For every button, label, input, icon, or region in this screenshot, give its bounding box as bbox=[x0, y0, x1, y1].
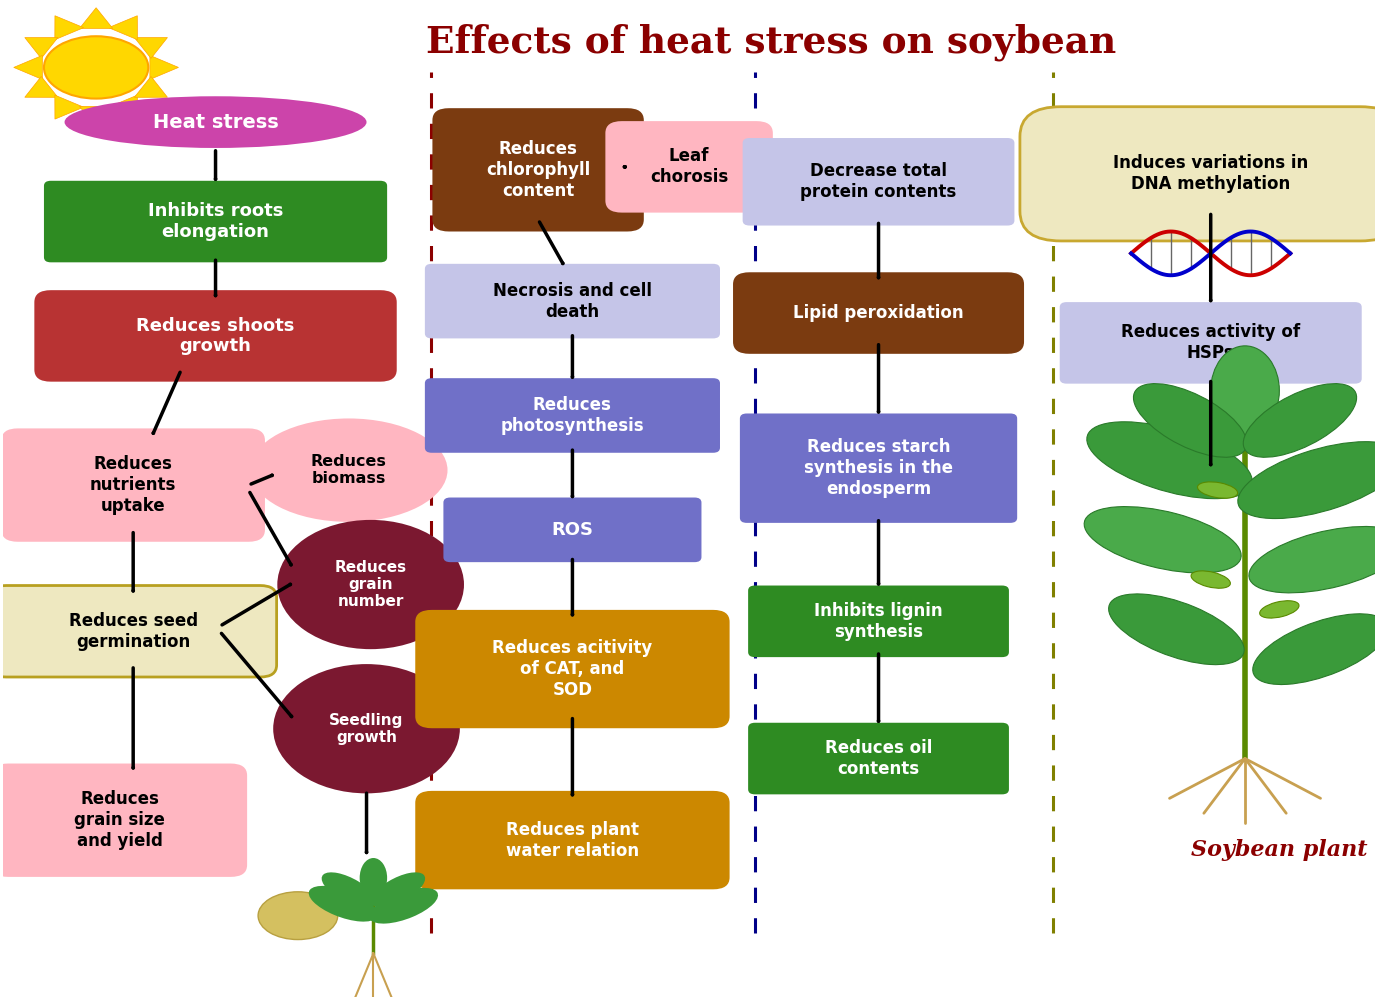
Polygon shape bbox=[108, 16, 138, 40]
Ellipse shape bbox=[1210, 346, 1280, 435]
Text: Reduces oil
contents: Reduces oil contents bbox=[825, 739, 932, 778]
Text: Reduces
chlorophyll
content: Reduces chlorophyll content bbox=[485, 140, 590, 200]
Ellipse shape bbox=[1253, 614, 1388, 685]
FancyBboxPatch shape bbox=[416, 791, 730, 889]
Text: Lipid peroxidation: Lipid peroxidation bbox=[793, 304, 964, 322]
Text: Reduces
grain size
and yield: Reduces grain size and yield bbox=[74, 790, 166, 850]
FancyBboxPatch shape bbox=[1, 428, 264, 542]
Text: Reduces plant
water relation: Reduces plant water relation bbox=[506, 821, 638, 859]
Ellipse shape bbox=[259, 892, 338, 940]
Polygon shape bbox=[135, 38, 167, 58]
Polygon shape bbox=[150, 55, 178, 79]
Ellipse shape bbox=[1086, 422, 1252, 499]
Ellipse shape bbox=[1244, 384, 1356, 457]
Ellipse shape bbox=[250, 418, 448, 522]
Text: Inhibits roots
elongation: Inhibits roots elongation bbox=[147, 202, 284, 241]
Text: Effects of heat stress on soybean: Effects of heat stress on soybean bbox=[426, 24, 1117, 61]
FancyBboxPatch shape bbox=[433, 108, 644, 232]
FancyBboxPatch shape bbox=[444, 498, 701, 562]
Ellipse shape bbox=[1238, 442, 1391, 519]
Polygon shape bbox=[108, 95, 138, 119]
FancyBboxPatch shape bbox=[416, 610, 730, 728]
FancyBboxPatch shape bbox=[748, 586, 1008, 657]
Ellipse shape bbox=[64, 96, 367, 148]
Text: Reduces starch
synthesis in the
endosperm: Reduces starch synthesis in the endosper… bbox=[804, 438, 953, 498]
FancyBboxPatch shape bbox=[1060, 302, 1362, 384]
Ellipse shape bbox=[371, 872, 426, 907]
Text: Reduces acitivity
of CAT, and
SOD: Reduces acitivity of CAT, and SOD bbox=[492, 639, 652, 699]
Polygon shape bbox=[54, 95, 83, 119]
Ellipse shape bbox=[45, 36, 149, 99]
FancyBboxPatch shape bbox=[35, 290, 396, 382]
Text: Reduces seed
germination: Reduces seed germination bbox=[68, 612, 198, 651]
Polygon shape bbox=[25, 38, 58, 58]
Text: Heat stress: Heat stress bbox=[153, 113, 278, 132]
Text: Induces variations in
DNA methylation: Induces variations in DNA methylation bbox=[1113, 154, 1309, 193]
Ellipse shape bbox=[309, 886, 378, 922]
Polygon shape bbox=[54, 16, 83, 40]
FancyBboxPatch shape bbox=[748, 723, 1008, 794]
Text: Inhibits lignin
synthesis: Inhibits lignin synthesis bbox=[814, 602, 943, 641]
Polygon shape bbox=[25, 76, 58, 97]
Polygon shape bbox=[135, 76, 167, 97]
Text: Soybean plant: Soybean plant bbox=[1191, 839, 1367, 861]
Text: Decrease total
protein contents: Decrease total protein contents bbox=[800, 162, 957, 201]
Text: Leaf
chorosis: Leaf chorosis bbox=[650, 147, 729, 186]
Text: Reduces
biomass: Reduces biomass bbox=[310, 454, 387, 486]
Polygon shape bbox=[14, 55, 42, 79]
Ellipse shape bbox=[277, 520, 465, 649]
Ellipse shape bbox=[1134, 384, 1246, 457]
Text: Necrosis and cell
death: Necrosis and cell death bbox=[492, 282, 652, 321]
Ellipse shape bbox=[1249, 526, 1391, 593]
FancyBboxPatch shape bbox=[424, 264, 721, 338]
FancyBboxPatch shape bbox=[0, 764, 248, 877]
Text: Reduces shoots
growth: Reduces shoots growth bbox=[136, 317, 295, 355]
Ellipse shape bbox=[360, 858, 387, 898]
FancyBboxPatch shape bbox=[733, 272, 1024, 354]
FancyBboxPatch shape bbox=[0, 586, 277, 677]
FancyBboxPatch shape bbox=[45, 181, 387, 262]
Text: Seedling
growth: Seedling growth bbox=[330, 713, 403, 745]
Ellipse shape bbox=[1109, 594, 1244, 665]
FancyBboxPatch shape bbox=[605, 121, 773, 213]
Polygon shape bbox=[79, 8, 113, 28]
FancyBboxPatch shape bbox=[424, 378, 721, 453]
FancyBboxPatch shape bbox=[1020, 107, 1391, 241]
Ellipse shape bbox=[369, 888, 438, 924]
Ellipse shape bbox=[1084, 507, 1241, 573]
Ellipse shape bbox=[273, 664, 460, 793]
Text: Reduces
nutrients
uptake: Reduces nutrients uptake bbox=[90, 455, 177, 515]
Ellipse shape bbox=[1198, 482, 1238, 498]
Ellipse shape bbox=[1191, 571, 1231, 588]
Text: ROS: ROS bbox=[551, 521, 594, 539]
Ellipse shape bbox=[1260, 601, 1299, 618]
Text: Reduces
photosynthesis: Reduces photosynthesis bbox=[501, 396, 644, 435]
FancyBboxPatch shape bbox=[740, 413, 1017, 523]
Text: Reduces
grain
number: Reduces grain number bbox=[335, 560, 406, 609]
FancyBboxPatch shape bbox=[743, 138, 1014, 226]
Text: Reduces activity of
HSPs: Reduces activity of HSPs bbox=[1121, 323, 1301, 362]
Polygon shape bbox=[79, 106, 113, 127]
Ellipse shape bbox=[321, 872, 376, 907]
